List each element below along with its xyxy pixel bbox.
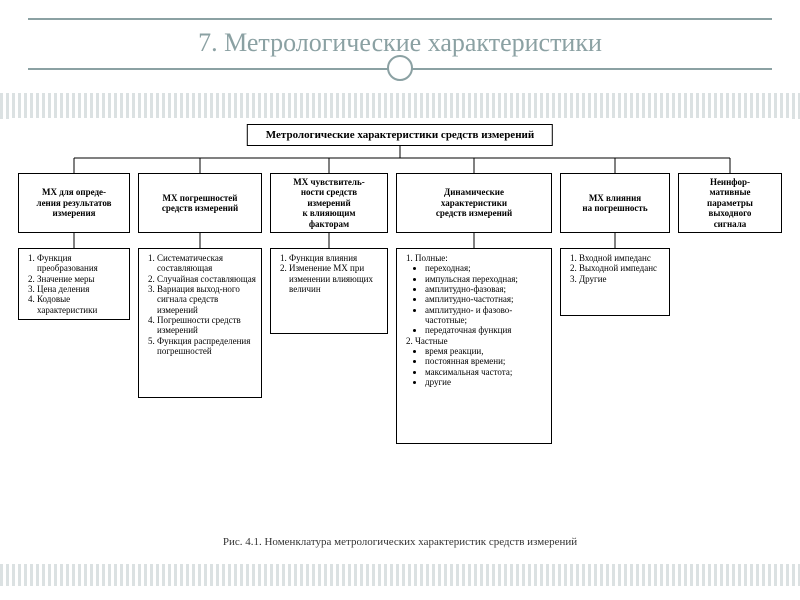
slide-title: 7. Метрологические характеристики xyxy=(198,28,602,57)
branch-node-b4: Динамическиехарактеристикисредств измере… xyxy=(396,173,552,233)
decorative-stripe-bottom xyxy=(0,564,800,586)
decorative-stripe-top xyxy=(0,93,800,119)
hierarchy-diagram: Метрологические характеристики средств и… xyxy=(10,118,790,548)
detail-node-b1: Функция преобразованияЗначение мерыЦена … xyxy=(18,248,130,320)
branch-node-b6: Неинфор-мативныепараметрывыходногосигнал… xyxy=(678,173,782,233)
detail-node-b3: Функция влиянияИзменение МХ при изменени… xyxy=(270,248,388,334)
detail-node-b2: Систематическая составляющаяСлучайная со… xyxy=(138,248,262,398)
slide: 7. Метрологические характеристики Метрол… xyxy=(0,0,800,600)
detail-node-b4: Полные:переходная;импульсная переходная;… xyxy=(396,248,552,444)
branch-node-b3: МХ чувствитель-ности средствизмеренийк в… xyxy=(270,173,388,233)
slide-title-bar: 7. Метрологические характеристики xyxy=(28,18,772,70)
branch-node-b5: МХ влиянияна погрешность xyxy=(560,173,670,233)
detail-node-b5: Входной импедансВыходной импедансДругие xyxy=(560,248,670,316)
title-ornament-circle xyxy=(387,55,413,81)
figure-caption: Рис. 4.1. Номенклатура метрологических х… xyxy=(10,536,790,548)
branch-node-b1: МХ для опреде-ления результатовизмерения xyxy=(18,173,130,233)
branch-node-b2: МХ погрешностейсредств измерений xyxy=(138,173,262,233)
root-node: Метрологические характеристики средств и… xyxy=(247,124,553,146)
